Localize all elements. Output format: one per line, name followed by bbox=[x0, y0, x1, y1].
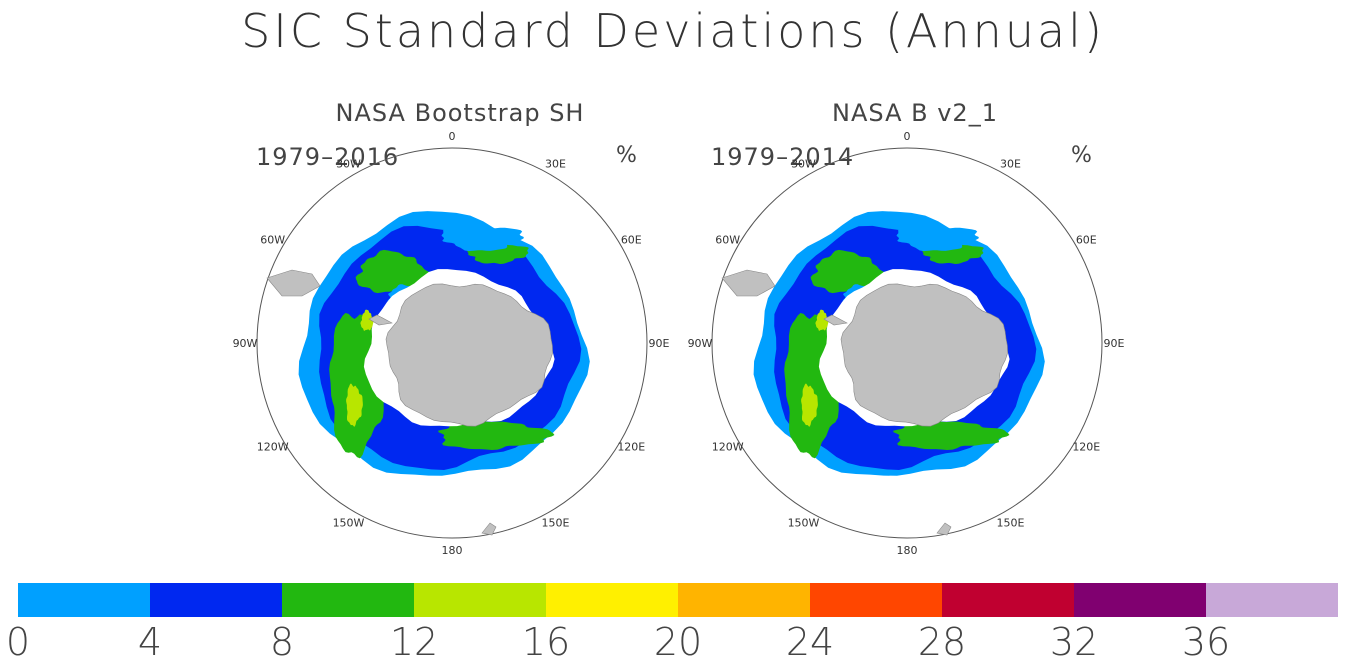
sic-band-12-16 bbox=[346, 383, 363, 427]
sic-band-12-16 bbox=[360, 309, 374, 331]
longitude-label: 90W bbox=[233, 337, 258, 350]
colorbar-tick-label: 8 bbox=[269, 620, 295, 664]
colorbar-tick-labels: 0 4 8 12 16 20 24 28 32 36 bbox=[0, 620, 1346, 664]
antarctica-landmass bbox=[840, 283, 1008, 427]
longitude-label: 120W bbox=[257, 441, 289, 454]
longitude-label: 90W bbox=[688, 337, 713, 350]
colorbar-swatch bbox=[1074, 583, 1206, 617]
colorbar-swatch bbox=[678, 583, 810, 617]
colorbar-tick-label: 4 bbox=[137, 620, 163, 664]
longitude-label: 90E bbox=[649, 337, 670, 350]
longitude-label: 150E bbox=[997, 516, 1025, 529]
longitude-label: 60E bbox=[1076, 234, 1097, 247]
longitude-label: 120E bbox=[1072, 441, 1100, 454]
longitude-label: 30W bbox=[791, 158, 816, 171]
colorbar-tick-label: 0 bbox=[5, 620, 31, 664]
longitude-label: 150W bbox=[788, 516, 820, 529]
panel-period: 1979–2014 bbox=[711, 143, 855, 171]
colorbar-swatch bbox=[282, 583, 414, 617]
map-boundary bbox=[711, 147, 1103, 539]
sic-band-8-12 bbox=[893, 419, 1010, 450]
colorbar-tick-label: 24 bbox=[785, 620, 835, 664]
antarctic-peninsula bbox=[368, 314, 393, 326]
sic-band-0-4 bbox=[441, 226, 524, 252]
longitude-label: 0 bbox=[904, 130, 911, 143]
colorbar-swatch bbox=[18, 583, 150, 617]
sic-band-8-12 bbox=[355, 249, 433, 294]
new-zealand-fragment bbox=[481, 522, 497, 536]
colorbar-swatch bbox=[414, 583, 546, 617]
longitude-label: 180 bbox=[442, 544, 463, 557]
longitude-label: 90E bbox=[1104, 337, 1125, 350]
longitude-label: 60W bbox=[715, 234, 740, 247]
longitude-label: 30W bbox=[336, 158, 361, 171]
colorbar-tick-label: 12 bbox=[389, 620, 439, 664]
sic-band-8-12 bbox=[438, 419, 555, 450]
colorbar-tick-label: 32 bbox=[1049, 620, 1099, 664]
map-panel-bootstrap: NASA Bootstrap SH 1979–2016 % 0 30E 60E 90E… bbox=[230, 95, 690, 560]
new-zealand-fragment bbox=[936, 522, 952, 536]
polar-map: 0 30E 60E 90E 120E 150E 180 150W 120W 90W 60W 30W bbox=[233, 130, 670, 557]
longitude-label: 0 bbox=[449, 130, 456, 143]
panel-period: 1979–2016 bbox=[256, 143, 400, 171]
antarctic-peninsula bbox=[823, 314, 848, 326]
longitude-label: 30E bbox=[545, 158, 566, 171]
colorbar-swatch bbox=[810, 583, 942, 617]
map-panel-v2-1: NASA B v2_1 1979–2014 % 0 30E 60E 90E 120E 15… bbox=[685, 95, 1145, 560]
figure-title: SIC Standard Deviations (Annual) bbox=[241, 4, 1105, 58]
longitude-label: 150W bbox=[333, 516, 365, 529]
longitude-label: 60W bbox=[260, 234, 285, 247]
longitude-label: 30E bbox=[1000, 158, 1021, 171]
longitude-label: 120W bbox=[712, 441, 744, 454]
map-boundary bbox=[256, 147, 648, 539]
longitude-label: 120E bbox=[617, 441, 645, 454]
colorbar-tick-label: 36 bbox=[1181, 620, 1231, 664]
antarctica-landmass bbox=[385, 283, 553, 427]
colorbar-swatch bbox=[546, 583, 678, 617]
colorbar-tick-label: 20 bbox=[653, 620, 703, 664]
longitude-label: 60E bbox=[621, 234, 642, 247]
south-america-tip bbox=[721, 269, 776, 297]
longitude-label: 150E bbox=[542, 516, 570, 529]
panel-unit: % bbox=[1071, 143, 1092, 168]
panel-unit: % bbox=[616, 143, 637, 168]
colorbar-swatch bbox=[1206, 583, 1338, 617]
colorbar bbox=[18, 583, 1338, 617]
sic-band-8-12 bbox=[810, 249, 888, 294]
longitude-label: 180 bbox=[897, 544, 918, 557]
panel-title: NASA Bootstrap SH bbox=[335, 99, 585, 127]
sic-band-12-16 bbox=[815, 309, 829, 331]
sic-band-0-4 bbox=[896, 226, 979, 252]
polar-map: 0 30E 60E 90E 120E 150E 180 150W 120W 90W 60W 30W bbox=[688, 130, 1125, 557]
south-america-tip bbox=[266, 269, 321, 297]
sic-band-12-16 bbox=[801, 383, 818, 427]
colorbar-swatch bbox=[942, 583, 1074, 617]
colorbar-swatch bbox=[150, 583, 282, 617]
colorbar-tick-label: 28 bbox=[917, 620, 967, 664]
colorbar-tick-label: 16 bbox=[521, 620, 571, 664]
panel-title: NASA B v2_1 bbox=[832, 99, 998, 127]
